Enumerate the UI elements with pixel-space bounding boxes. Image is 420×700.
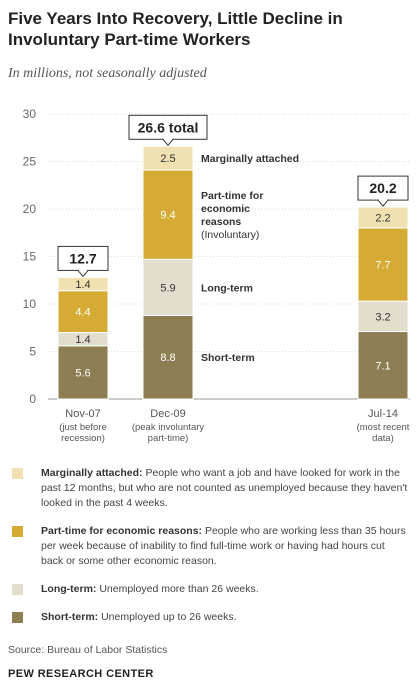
total-box-pointer [77,270,89,278]
category-label: Jul-14 [368,408,398,420]
series-annotation: Long-term [201,282,253,294]
series-annotation: Marginally attached [201,153,299,165]
total-box-pointer [162,138,174,147]
bar-segment [357,300,409,333]
y-tick-label: 15 [23,250,37,264]
legend-description: Unemployed more than 26 weeks. [96,583,259,595]
data-label: 1.4 [75,334,90,346]
legend-swatch [12,612,23,623]
chart-title: Five Years Into Recovery, Little Decline… [8,9,343,49]
data-label: 8.8 [160,352,175,364]
legend-term: Long-term: [41,583,97,595]
data-label: 3.2 [375,311,390,323]
total-label: 12.7 [69,250,96,266]
total-box [357,175,409,201]
legend-description: People who are working less than 35 hour… [41,525,406,567]
bar-segment [357,206,409,229]
chart-subtitle: In millions, not seasonally adjusted [8,66,207,81]
bar-segment [57,345,109,400]
series-annotation: (Involuntary) [201,229,259,241]
source-note: Source: Bureau of Labor Statistics [8,644,168,656]
total-label: 20.2 [369,180,396,196]
legend-swatch [12,526,23,537]
series-annotation: economic [201,203,250,215]
data-label: 2.5 [160,153,175,165]
bar-segment [142,169,194,260]
bar-segment [357,331,409,400]
y-tick-label: 5 [29,345,36,359]
category-note: (peak involuntary [132,422,205,433]
organization-name: PEW RESEARCH CENTER [8,668,154,680]
bar-segment [142,145,194,171]
y-tick-label: 10 [23,297,37,311]
category-label: Nov-07 [65,408,100,420]
data-label: 5.6 [75,367,90,379]
category-note: data) [372,433,394,444]
series-annotation: Part-time for [201,190,263,202]
legend-term: Part-time for economic reasons: [41,525,203,537]
y-tick-label: 25 [23,155,37,169]
category-note: recession) [61,433,105,444]
data-label: 4.4 [75,307,90,319]
legend-swatch [12,584,23,595]
bar-segment [142,258,194,316]
data-label: 2.2 [375,213,390,225]
legend-description: Unemployed up to 26 weeks. [98,611,237,623]
y-tick-label: 30 [23,107,37,121]
bar-segment [357,227,409,302]
category-label: Dec-09 [150,408,185,420]
legend-description: People who want a job and have looked fo… [41,467,408,509]
category-note: (most recent [357,422,410,433]
legend-swatch [12,468,23,479]
y-tick-label: 0 [29,392,36,406]
data-label: 9.4 [160,210,175,222]
total-box-pointer [377,199,389,207]
bar-segment [57,290,109,333]
total-box [57,245,109,271]
y-tick-label: 20 [23,202,37,216]
bar-segment [57,276,109,292]
category-note: (just before [59,422,107,433]
legend-term: Marginally attached: [41,467,143,479]
data-label: 7.7 [375,260,390,272]
data-label: 5.9 [160,282,175,294]
data-label: 7.1 [375,360,390,372]
legend-term: Short-term: [41,611,99,623]
category-note: part-time) [148,433,189,444]
stacked-bar-chart: 0 5 10 15 20 25 30 5.6 1.4 4.4 1.4 12.7 Nov-07 (just … [23,107,410,444]
series-annotation: Short-term [201,352,255,364]
total-label: 26.6 total [138,119,199,135]
series-annotation: reasons [201,216,241,228]
data-label: 1.4 [75,279,90,291]
